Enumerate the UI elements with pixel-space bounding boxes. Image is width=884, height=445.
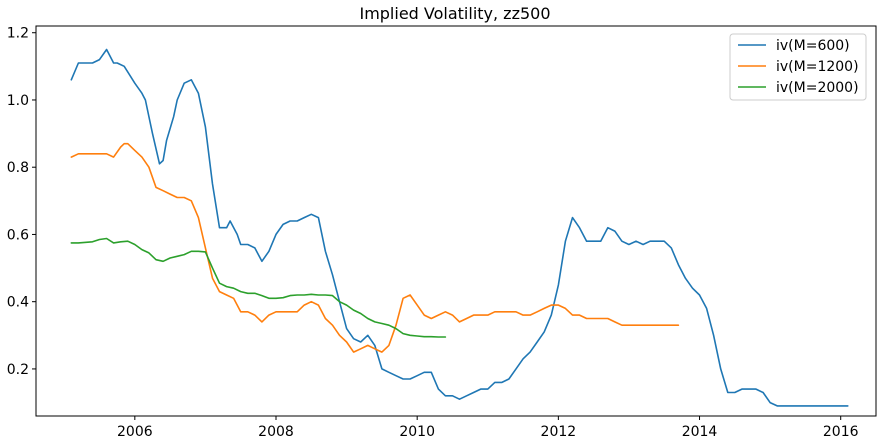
legend: iv(M=600) iv(M=1200) iv(M=2000) xyxy=(729,33,867,101)
y-tick-label: 1.2 xyxy=(7,26,29,42)
legend-label-2: iv(M=1200) xyxy=(776,59,859,75)
y-tick-label: 0.6 xyxy=(7,227,29,243)
x-tick-label: 2016 xyxy=(823,424,859,440)
x-axis: 2006 2008 2010 2012 2014 2016 xyxy=(117,416,859,440)
plot-area xyxy=(35,25,877,417)
chart-title: Implied Volatility, zz500 xyxy=(359,4,550,23)
legend-box xyxy=(729,33,867,101)
x-tick-label: 2010 xyxy=(399,424,435,440)
x-tick-label: 2008 xyxy=(258,424,294,440)
y-tick-label: 0.4 xyxy=(7,295,29,311)
series-line-2 xyxy=(70,142,680,353)
series-line-1 xyxy=(70,48,849,407)
legend-label-3: iv(M=2000) xyxy=(776,80,859,96)
x-tick-label: 2014 xyxy=(682,424,718,440)
series-layer xyxy=(70,48,849,407)
y-tick-label: 1.0 xyxy=(7,93,29,109)
series-line-3 xyxy=(70,237,447,338)
y-tick-label: 0.2 xyxy=(7,362,29,378)
x-tick-label: 2012 xyxy=(541,424,577,440)
y-axis: 0.2 0.4 0.6 0.8 1.0 1.2 xyxy=(7,26,36,378)
x-tick-label: 2006 xyxy=(117,424,153,440)
legend-label-1: iv(M=600) xyxy=(776,38,850,54)
y-tick-label: 0.8 xyxy=(7,160,29,176)
